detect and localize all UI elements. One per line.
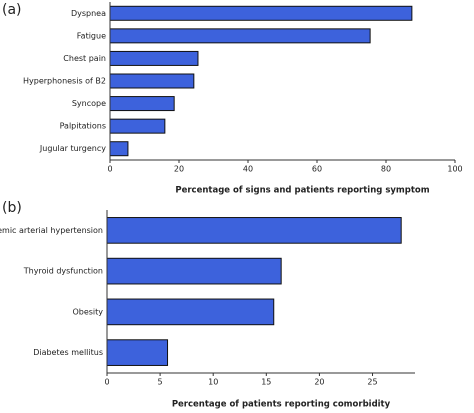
x-axis-label: Percentage of signs and patients reporti…	[175, 186, 429, 196]
bar	[109, 118, 166, 134]
x-tick-label: 0	[104, 378, 109, 387]
y-tick-label: Syncope	[72, 99, 106, 108]
x-tick-label: 20	[174, 165, 184, 174]
bar	[109, 141, 129, 157]
y-tick-label: Thyroid dysfunction	[23, 267, 103, 276]
x-tick-label: 0	[107, 165, 112, 174]
y-tick-label: Chest pain	[63, 54, 106, 63]
y-tick-label: Obesity	[72, 307, 103, 316]
bar	[106, 257, 282, 285]
panel-label: (a)	[2, 2, 22, 18]
y-tick-label: Fatigue	[77, 31, 106, 40]
bar	[109, 73, 195, 89]
x-tick-label: 20	[314, 378, 324, 387]
y-tick-label: Jugular turgency	[39, 144, 106, 153]
bar	[109, 50, 199, 66]
bar	[109, 28, 371, 44]
bar	[106, 339, 169, 366]
x-tick-label: 15	[261, 378, 271, 387]
x-axis-label: Percentage of patients reporting comorbi…	[172, 400, 391, 410]
x-tick-label: 40	[243, 165, 253, 174]
bar	[106, 217, 402, 244]
y-tick-label: Systemic arterial hypertension	[0, 226, 103, 235]
panel-label: (b)	[2, 200, 22, 216]
x-tick-label: 5	[158, 378, 163, 387]
x-tick-label: 80	[381, 165, 391, 174]
x-tick-label: 100	[447, 165, 462, 174]
x-tick-label: 60	[312, 165, 322, 174]
bar	[109, 96, 175, 112]
y-tick-label: Diabetes mellitus	[33, 348, 103, 357]
bar	[106, 298, 275, 326]
x-tick-label: 10	[208, 378, 218, 387]
y-tick-label: Dyspnea	[71, 9, 106, 18]
y-tick-label: Palpitations	[60, 122, 106, 131]
x-tick-label: 25	[367, 378, 377, 387]
y-tick-label: Hyperphonesis of B2	[23, 77, 106, 86]
bar	[109, 5, 413, 21]
